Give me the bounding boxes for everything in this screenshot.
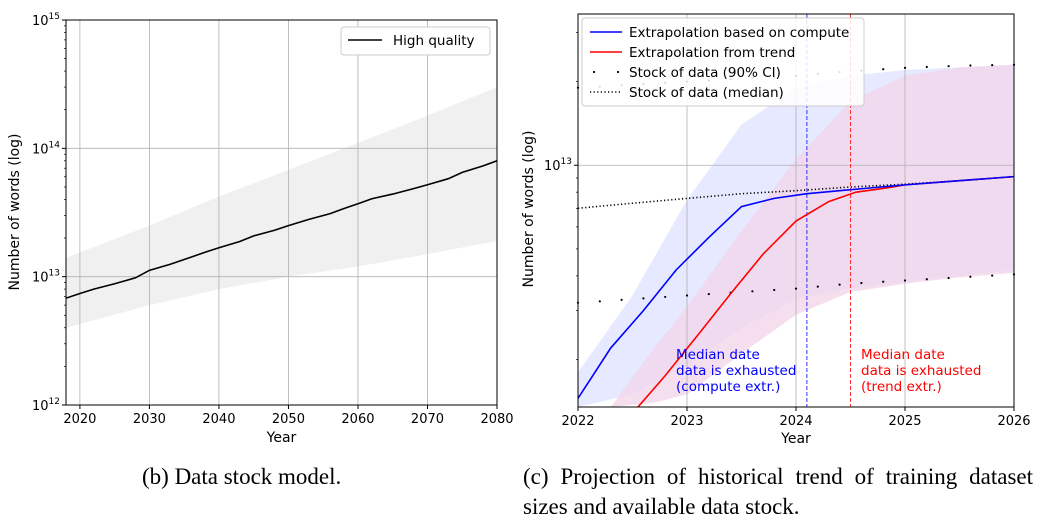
chart-c-stock-ci-lower-dot xyxy=(969,275,972,278)
chart-c-stock-ci-upper-dot xyxy=(925,65,928,69)
chart-c-stock-ci-lower-dot xyxy=(598,300,601,303)
chart-c-annotation-trend: Median date data is exhausted (trend ext… xyxy=(861,347,981,395)
chart-c-stock-ci-upper-dot xyxy=(903,66,907,69)
chart-c-stock-ci-lower-dot xyxy=(664,295,667,299)
chart-b-xtick-label: 2070 xyxy=(411,412,444,427)
svg-text:Median date: Median date xyxy=(861,347,945,363)
chart-c-xtick-label: 2023 xyxy=(670,414,703,429)
chart-c-stock-ci-lower-dot xyxy=(707,292,710,296)
chart-c-ytick-label: 1013 xyxy=(544,157,572,174)
svg-text:(trend extr.): (trend extr.) xyxy=(861,379,942,395)
chart-c-trend-ci-band xyxy=(610,64,1014,407)
svg-text:(compute extr.): (compute extr.) xyxy=(676,379,780,395)
legend-marker-stock-ci xyxy=(592,70,620,74)
chart-b-xtick-label: 2040 xyxy=(202,412,235,427)
chart-b-xlabel: Year xyxy=(266,430,297,446)
chart-b: 2020 2030 2040 2050 2060 2070 2080 1012 1013 101… xyxy=(7,12,514,446)
chart-b-xtick-label: 2020 xyxy=(63,412,96,427)
chart-c-stock-ci-upper-dot xyxy=(969,64,972,67)
chart-c-stock-ci-lower-dot xyxy=(925,278,928,281)
chart-c-stock-ci-lower-dot xyxy=(991,274,994,277)
chart-c-stock-ci-upper-dot xyxy=(947,65,950,68)
svg-text:data is exhausted: data is exhausted xyxy=(861,363,981,379)
svg-text:Median date: Median date xyxy=(676,347,760,363)
chart-b-ytick-label: 1014 xyxy=(32,140,60,157)
chart-c-ylabel: Number of words (log) xyxy=(521,130,537,287)
caption-c: (c) Projection of historical trend of tr… xyxy=(523,464,1033,519)
chart-c-stock-ci-lower-dot xyxy=(816,285,819,288)
legend-label-stock-ci: Stock of data (90% CI) xyxy=(629,65,781,81)
legend-label-stock-median: Stock of data (median) xyxy=(629,85,784,101)
chart-b-ylabel: Number of words (log) xyxy=(7,133,23,290)
chart-c-xtick-label: 2024 xyxy=(779,414,812,429)
chart-b-legend: High quality xyxy=(340,26,491,56)
chart-c-stock-ci-lower-dot xyxy=(903,279,907,282)
chart-b-xtick-label: 2080 xyxy=(480,412,513,427)
chart-c-stock-ci-lower-dot xyxy=(642,297,645,300)
chart-b-ytick-label: 1013 xyxy=(32,269,60,286)
chart-b-ytick-label: 1012 xyxy=(32,397,60,414)
chart-c-xtick-label: 2022 xyxy=(561,414,594,429)
chart-b-ci-band xyxy=(66,87,497,328)
chart-c-stock-ci-lower-dot xyxy=(838,283,841,286)
chart-c-xtick-label: 2026 xyxy=(997,414,1030,429)
chart-b-xtick-label: 2050 xyxy=(272,412,305,427)
svg-text:data is exhausted: data is exhausted xyxy=(676,363,796,379)
chart-b-ytick-label: 1015 xyxy=(32,12,60,29)
chart-b-xtick-label: 2060 xyxy=(341,412,374,427)
chart-c-stock-ci-lower-dot xyxy=(773,288,776,292)
chart-b-series-high-quality xyxy=(66,160,497,299)
legend-label-compute: Extrapolation based on compute xyxy=(629,25,849,41)
chart-c-stock-ci-lower-dot xyxy=(947,276,950,280)
chart-c-series-compute xyxy=(578,175,1014,399)
chart-c-stock-ci-lower-dot xyxy=(882,280,885,283)
chart-c-legend: Extrapolation based on compute Extrapola… xyxy=(581,17,865,107)
chart-c-stock-ci-lower-dot xyxy=(685,294,689,297)
chart-b-xtick-label: 2030 xyxy=(133,412,166,427)
chart-b-plot-frame xyxy=(65,19,498,406)
chart-c-stock-ci-upper-dot xyxy=(882,68,885,71)
chart-c-xtick-label: 2025 xyxy=(888,414,921,429)
chart-b-legend-label: High quality xyxy=(393,33,475,49)
chart-c-xlabel: Year xyxy=(780,431,811,447)
chart-c-stock-ci-lower-dot xyxy=(751,290,754,293)
chart-c-annotation-compute: Median date data is exhausted (compute e… xyxy=(676,347,796,395)
chart-c-stock-ci-lower-dot xyxy=(794,287,798,290)
chart-c-stock-ci-lower-dot xyxy=(620,298,623,301)
chart-c: 2022 2023 2024 2025 2026 1013 Year Number of… xyxy=(521,13,1031,447)
chart-c-stock-ci-upper-dot xyxy=(991,64,994,67)
caption-b: (b) Data stock model. xyxy=(142,464,342,489)
legend-label-trend: Extrapolation from trend xyxy=(629,45,795,61)
chart-c-stock-ci-lower-dot xyxy=(860,281,863,285)
